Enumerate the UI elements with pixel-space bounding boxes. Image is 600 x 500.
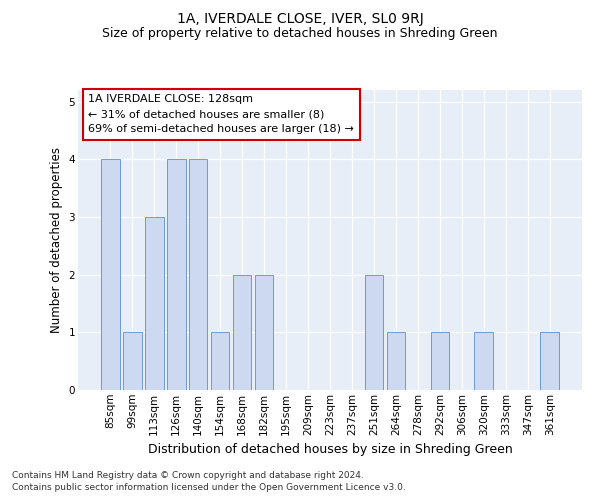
Bar: [145, 217, 164, 390]
Bar: [233, 274, 251, 390]
Bar: [431, 332, 449, 390]
Y-axis label: Number of detached properties: Number of detached properties: [50, 147, 63, 333]
Bar: [541, 332, 559, 390]
Text: Size of property relative to detached houses in Shreding Green: Size of property relative to detached ho…: [102, 28, 498, 40]
Text: Contains public sector information licensed under the Open Government Licence v3: Contains public sector information licen…: [12, 484, 406, 492]
Bar: [167, 159, 185, 390]
Bar: [386, 332, 405, 390]
Text: Contains HM Land Registry data © Crown copyright and database right 2024.: Contains HM Land Registry data © Crown c…: [12, 471, 364, 480]
Bar: [365, 274, 383, 390]
Text: 1A IVERDALE CLOSE: 128sqm
← 31% of detached houses are smaller (8)
69% of semi-d: 1A IVERDALE CLOSE: 128sqm ← 31% of detac…: [88, 94, 354, 134]
Bar: [475, 332, 493, 390]
Bar: [189, 159, 208, 390]
Text: 1A, IVERDALE CLOSE, IVER, SL0 9RJ: 1A, IVERDALE CLOSE, IVER, SL0 9RJ: [176, 12, 424, 26]
X-axis label: Distribution of detached houses by size in Shreding Green: Distribution of detached houses by size …: [148, 443, 512, 456]
Bar: [255, 274, 274, 390]
Bar: [101, 159, 119, 390]
Bar: [211, 332, 229, 390]
Bar: [123, 332, 142, 390]
